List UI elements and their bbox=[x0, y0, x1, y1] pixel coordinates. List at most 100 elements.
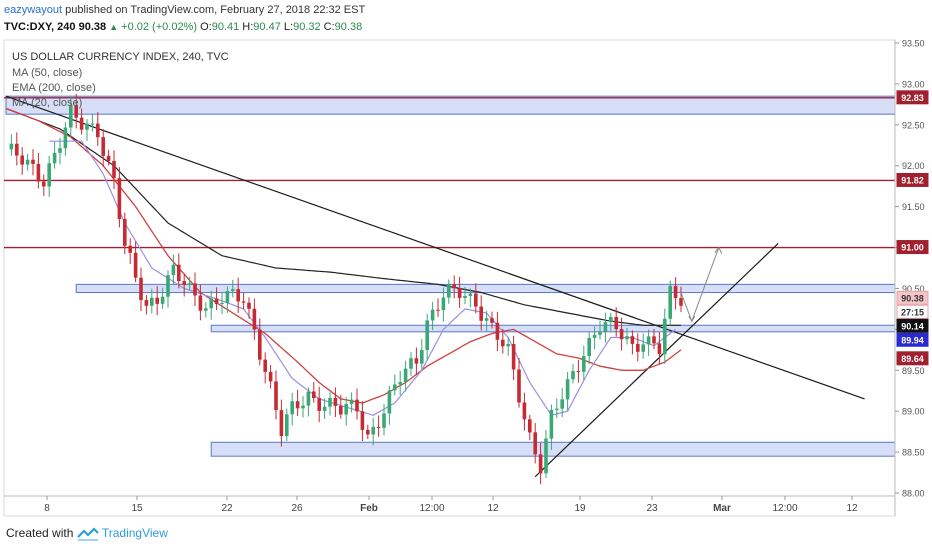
price-tick-label-4: 91.50 bbox=[902, 202, 925, 212]
price-tick-label-0: 93.50 bbox=[902, 39, 925, 49]
high-value: 90.47 bbox=[253, 21, 281, 33]
candle-body-21 bbox=[117, 178, 122, 219]
candle-body-106 bbox=[576, 371, 581, 373]
candle-body-28 bbox=[155, 297, 159, 304]
candle-body-125 bbox=[679, 298, 683, 306]
ma20-line bbox=[5, 107, 681, 326]
candle-body-95 bbox=[517, 369, 521, 403]
candle-body-89 bbox=[484, 318, 489, 321]
ohlc-line: TVC:DXY, 240 90.38 ▲ +0.02 (+0.02%) O:90… bbox=[4, 21, 362, 33]
time-axis[interactable]: 8 15 22 26 Feb 12:00 12 19 23 Mar 12:00 12 bbox=[44, 496, 858, 514]
candle-body-78 bbox=[425, 320, 429, 350]
trendlines-layer bbox=[5, 95, 865, 478]
candle-body-81 bbox=[441, 297, 446, 311]
publisher-link[interactable]: eazywayout bbox=[4, 4, 63, 16]
candle-body-20 bbox=[112, 160, 116, 179]
candle-body-93 bbox=[506, 343, 510, 347]
price-badge-bg-6 bbox=[896, 332, 929, 347]
created-with-text: Created with bbox=[6, 526, 74, 540]
price-badge-label-6: 89.94 bbox=[901, 335, 924, 345]
tradingview-brand-link[interactable]: TradingView bbox=[101, 526, 168, 540]
time-tick-label-6: 12 bbox=[487, 503, 499, 514]
candle-body-83 bbox=[452, 284, 456, 289]
legend-entry-0: MA (50, close) bbox=[12, 67, 82, 79]
candle-body-4 bbox=[25, 159, 30, 165]
candle-body-51 bbox=[279, 410, 284, 436]
price-tick-label-8: 89.50 bbox=[902, 366, 925, 376]
candle-body-19 bbox=[106, 155, 111, 161]
candle-body-12 bbox=[69, 105, 73, 128]
candle-body-57 bbox=[312, 391, 316, 399]
price-tick-label-9: 89.00 bbox=[902, 407, 925, 417]
candle-body-27 bbox=[150, 297, 154, 306]
zone-rect-2 bbox=[210, 324, 896, 333]
candle-body-54 bbox=[295, 401, 300, 409]
price-badge-bg-3 bbox=[896, 290, 929, 305]
pullback-arrowhead bbox=[688, 315, 696, 323]
candle-body-98 bbox=[533, 432, 537, 455]
horizontal-lines-layer bbox=[4, 97, 895, 249]
time-tick-label-7: 19 bbox=[574, 503, 586, 514]
zone-rect-3 bbox=[210, 441, 896, 457]
zone-rect-0 bbox=[5, 95, 896, 115]
price-tick-label-10: 88.50 bbox=[902, 448, 925, 458]
candle-body-124 bbox=[673, 285, 678, 299]
candle-body-33 bbox=[182, 281, 186, 286]
price-badge-bg-4 bbox=[896, 304, 929, 319]
candle-body-18 bbox=[101, 137, 105, 156]
candle-body-91 bbox=[495, 322, 500, 340]
price-badge-label-4: 27:15 bbox=[901, 307, 924, 317]
candle-body-16 bbox=[90, 123, 95, 125]
candle-body-116 bbox=[630, 336, 635, 344]
open-value: 90.41 bbox=[211, 21, 240, 33]
candle-body-24 bbox=[133, 252, 138, 278]
candle-body-61 bbox=[333, 397, 338, 406]
candle-body-87 bbox=[474, 293, 478, 307]
candle-body-8 bbox=[47, 163, 51, 187]
chart-legend: US DOLLAR CURRENCY INDEX, 240, TVC MA (50… bbox=[12, 51, 229, 109]
candle-body-123 bbox=[668, 285, 672, 319]
footer: Created with TradingView bbox=[6, 526, 168, 546]
trendline-1 bbox=[534, 243, 779, 478]
candle-body-74 bbox=[403, 368, 408, 383]
candle-body-35 bbox=[193, 283, 197, 296]
chart-pane[interactable] bbox=[3, 39, 896, 517]
up-triangle-icon: ▲ bbox=[109, 22, 119, 32]
time-tick-label-9: Mar bbox=[713, 503, 731, 514]
candle-body-113 bbox=[614, 316, 618, 330]
legend-entry-2: MA (20, close) bbox=[12, 97, 82, 109]
trendline-0 bbox=[5, 95, 865, 400]
candle-body-5 bbox=[31, 159, 35, 164]
candle-body-85 bbox=[463, 295, 467, 298]
candle-body-119 bbox=[646, 336, 651, 345]
candle-body-37 bbox=[204, 308, 208, 311]
candle-body-62 bbox=[339, 405, 343, 415]
candle-body-120 bbox=[652, 336, 656, 344]
candle-body-58 bbox=[317, 398, 321, 411]
candle-body-26 bbox=[144, 300, 149, 306]
candle-body-122 bbox=[663, 318, 667, 355]
candle-body-39 bbox=[214, 298, 219, 304]
candle-body-76 bbox=[414, 358, 419, 364]
price-tick-label-2: 92.50 bbox=[902, 120, 925, 130]
candle-body-88 bbox=[479, 306, 483, 321]
candle-body-96 bbox=[522, 402, 527, 420]
candle-body-65 bbox=[355, 399, 359, 412]
price-tick-label-11: 88.00 bbox=[902, 489, 925, 499]
price-axis[interactable]: 93.5093.0092.5092.0091.5091.0090.5090.00… bbox=[895, 39, 925, 499]
candle-body-90 bbox=[490, 318, 494, 323]
candle-body-115 bbox=[625, 336, 629, 340]
price-badge-label-2: 91.00 bbox=[901, 243, 924, 253]
candle-body-108 bbox=[587, 337, 591, 357]
candle-body-71 bbox=[387, 390, 392, 414]
candle-body-7 bbox=[42, 181, 46, 187]
time-tick-label-4: Feb bbox=[360, 503, 378, 514]
candle-body-97 bbox=[528, 419, 532, 433]
candle-body-118 bbox=[641, 344, 645, 352]
price-badge-label-0: 92.83 bbox=[901, 93, 924, 103]
candle-body-9 bbox=[52, 152, 57, 164]
candle-body-121 bbox=[657, 343, 662, 355]
candles-layer bbox=[9, 93, 683, 485]
candle-body-53 bbox=[290, 401, 294, 415]
